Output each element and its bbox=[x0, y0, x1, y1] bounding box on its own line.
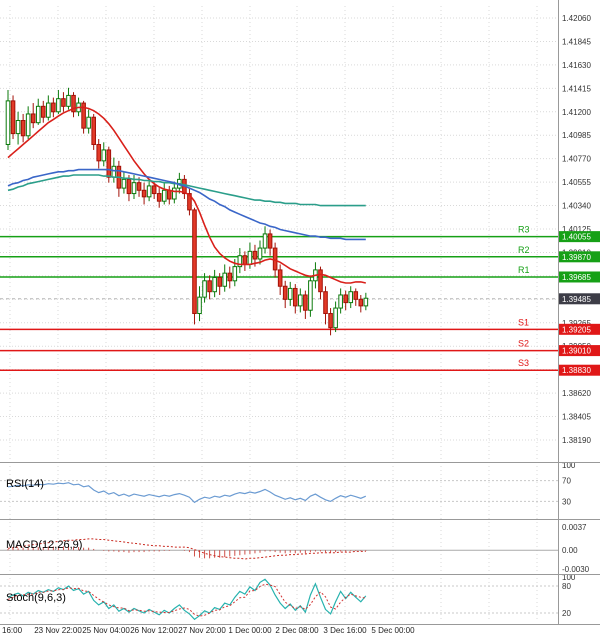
ma-slow-blue bbox=[7, 168, 366, 241]
svg-text:1.39870: 1.39870 bbox=[562, 253, 591, 262]
svg-text:1.38405: 1.38405 bbox=[562, 413, 591, 422]
svg-text:1.41200: 1.41200 bbox=[562, 108, 591, 117]
svg-text:100: 100 bbox=[562, 461, 576, 470]
svg-text:R1: R1 bbox=[518, 265, 530, 275]
time-axis: 16:00 23 Nov 22:00 25 Nov 04:00 26 Nov 12:0… bbox=[2, 626, 415, 635]
svg-text:1.38190: 1.38190 bbox=[562, 436, 591, 445]
svg-text:R2: R2 bbox=[518, 245, 530, 255]
price-tags: 1.40055 1.39870 1.39685 1.39485 1.39205 1.390… bbox=[559, 231, 600, 376]
macd-panel-label: MACD(12,26,9) bbox=[6, 539, 83, 551]
support-resistance-lines: R3 R2 R1 S1 S2 S3 bbox=[0, 225, 558, 371]
gridlines: 1.42060 1.41845 1.41630 1.41415 1.41200 1.409… bbox=[0, 6, 591, 622]
svg-text:100: 100 bbox=[562, 573, 576, 582]
svg-text:R3: R3 bbox=[518, 225, 530, 235]
svg-text:1.38830: 1.38830 bbox=[562, 366, 591, 375]
svg-text:1.39265: 1.39265 bbox=[562, 319, 591, 328]
svg-text:5 Dec 00:00: 5 Dec 00:00 bbox=[371, 626, 415, 635]
svg-text:1.40555: 1.40555 bbox=[562, 178, 591, 187]
svg-text:25 Nov 04:00: 25 Nov 04:00 bbox=[82, 626, 130, 635]
svg-text:1.40125: 1.40125 bbox=[562, 225, 591, 234]
svg-text:1.39485: 1.39485 bbox=[562, 295, 591, 304]
svg-text:1.41415: 1.41415 bbox=[562, 84, 591, 93]
svg-text:27 Nov 20:00: 27 Nov 20:00 bbox=[178, 626, 226, 635]
svg-text:30: 30 bbox=[562, 497, 571, 506]
macd-panel: 0.0037 0.00 -0.0030 bbox=[0, 523, 590, 574]
svg-text:1.39205: 1.39205 bbox=[562, 325, 591, 334]
svg-text:0.0037: 0.0037 bbox=[562, 523, 587, 532]
candles bbox=[5, 87, 369, 336]
svg-text:1.40985: 1.40985 bbox=[562, 131, 591, 140]
svg-text:16:00: 16:00 bbox=[2, 626, 23, 635]
svg-text:0.00: 0.00 bbox=[562, 546, 578, 555]
svg-text:1.41845: 1.41845 bbox=[562, 37, 591, 46]
svg-text:S2: S2 bbox=[518, 339, 529, 349]
svg-text:1 Dec 00:00: 1 Dec 00:00 bbox=[228, 626, 272, 635]
svg-text:1.40055: 1.40055 bbox=[562, 233, 591, 242]
svg-text:1.41630: 1.41630 bbox=[562, 61, 591, 70]
svg-text:1.40340: 1.40340 bbox=[562, 202, 591, 211]
svg-text:23 Nov 22:00: 23 Nov 22:00 bbox=[34, 626, 82, 635]
ma-medium-teal bbox=[7, 174, 366, 207]
svg-text:1.39685: 1.39685 bbox=[562, 273, 591, 282]
svg-text:-0.0030: -0.0030 bbox=[562, 565, 590, 574]
stoch-panel-label: Stoch(9,6,3) bbox=[6, 592, 66, 604]
ma-fast-red bbox=[7, 106, 366, 284]
svg-text:2 Dec 08:00: 2 Dec 08:00 bbox=[275, 626, 319, 635]
moving-averages bbox=[7, 106, 366, 284]
rsi-panel: 100 70 30 bbox=[0, 461, 576, 506]
svg-text:1.42060: 1.42060 bbox=[562, 14, 591, 23]
svg-text:20: 20 bbox=[562, 609, 571, 618]
rsi-panel-label: RSI(14) bbox=[6, 478, 44, 490]
svg-text:70: 70 bbox=[562, 477, 571, 486]
svg-text:S1: S1 bbox=[518, 317, 529, 327]
svg-text:1.39010: 1.39010 bbox=[562, 347, 591, 356]
svg-text:26 Nov 12:00: 26 Nov 12:00 bbox=[130, 626, 178, 635]
panel-borders bbox=[0, 0, 600, 625]
svg-text:1.40770: 1.40770 bbox=[562, 155, 591, 164]
svg-text:1.38620: 1.38620 bbox=[562, 389, 591, 398]
svg-text:3 Dec 16:00: 3 Dec 16:00 bbox=[323, 626, 367, 635]
svg-text:80: 80 bbox=[562, 582, 571, 591]
svg-text:S3: S3 bbox=[518, 358, 529, 368]
